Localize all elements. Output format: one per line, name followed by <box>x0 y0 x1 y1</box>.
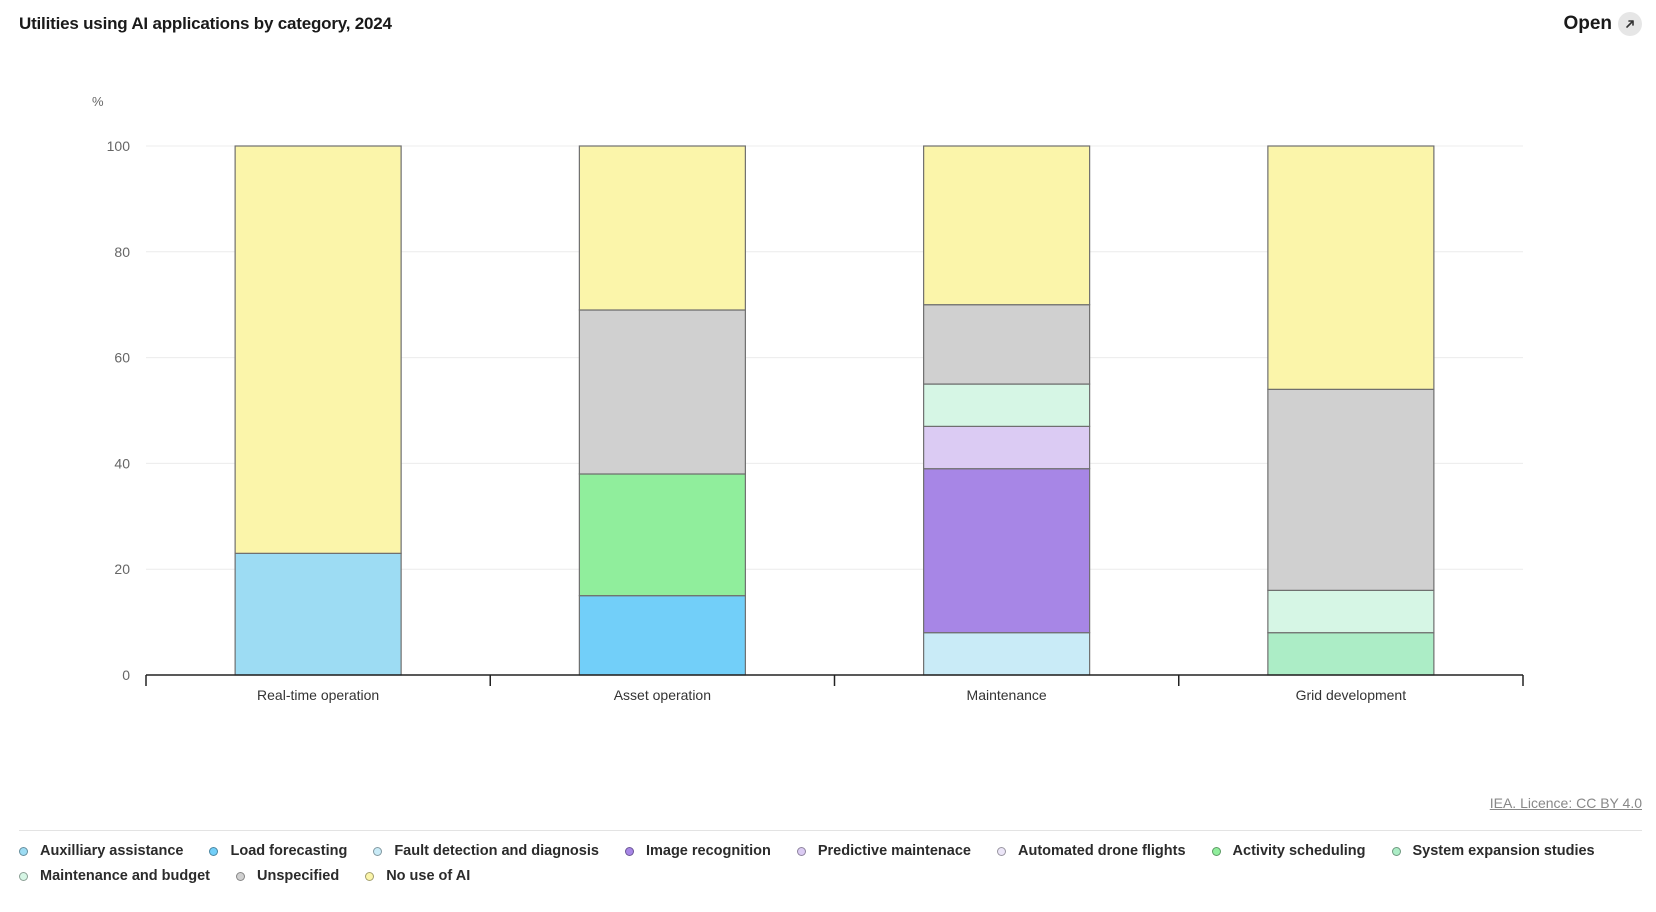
legend-item[interactable]: Maintenance and budget <box>19 868 210 884</box>
legend-swatch-icon <box>365 871 375 881</box>
legend-item[interactable]: Activity scheduling <box>1211 843 1366 859</box>
legend-swatch-icon <box>1391 846 1401 856</box>
legend-label: Predictive maintenace <box>817 843 971 859</box>
bar-segment <box>923 425 1091 470</box>
x-tick-label: Grid development <box>1296 687 1407 703</box>
open-button[interactable]: Open <box>1563 12 1642 36</box>
bar-segment <box>923 632 1091 676</box>
bar-segment <box>578 145 746 311</box>
legend-label: Image recognition <box>645 843 771 859</box>
y-tick-label: 0 <box>122 667 130 683</box>
bar-segment <box>234 552 402 676</box>
legend-item[interactable]: Load forecasting <box>209 843 347 859</box>
legend-swatch-icon <box>996 846 1006 856</box>
bar-segment <box>923 468 1091 634</box>
bar-segment <box>578 473 746 597</box>
y-tick-label: 100 <box>107 138 131 154</box>
legend-item[interactable]: Unspecified <box>236 868 339 884</box>
legend-swatch-icon <box>19 846 28 856</box>
y-tick-label: 80 <box>114 244 130 260</box>
legend-swatch-icon <box>624 846 634 856</box>
legend-label: System expansion studies <box>1412 843 1595 859</box>
bar-segment <box>1267 589 1435 634</box>
legend-label: Automated drone flights <box>1017 843 1186 859</box>
y-tick-label: 60 <box>114 350 130 366</box>
legend-item[interactable]: Auxilliary assistance <box>19 843 183 859</box>
legend-swatch-icon <box>236 871 245 881</box>
legend-item[interactable]: Predictive maintenace <box>796 843 971 859</box>
stacked-bar-chart: % 0 20 40 60 80 100 Real-time operation Asset op… <box>92 94 1524 703</box>
licence-link[interactable]: IEA. Licence: CC BY 4.0 <box>1489 795 1642 811</box>
y-axis-label: % <box>92 94 104 109</box>
bar-segment <box>923 383 1091 427</box>
bar-segment <box>1267 145 1435 390</box>
legend-item[interactable]: System expansion studies <box>1391 843 1595 859</box>
legend-swatch-icon <box>796 846 806 856</box>
legend-label: Unspecified <box>257 868 340 884</box>
legend-item[interactable]: No use of AI <box>365 868 470 884</box>
y-tick-label: 20 <box>114 561 130 577</box>
legend-swatch-icon <box>19 871 28 881</box>
legend-item[interactable]: Fault detection and diagnosis <box>373 843 599 859</box>
legend-label: Activity scheduling <box>1232 843 1366 859</box>
chart-legend: Auxilliary assistance Load forecasting Fau… <box>19 843 1639 884</box>
legend-label: Auxilliary assistance <box>40 843 184 859</box>
bar-segment <box>923 304 1091 385</box>
x-tick-label: Real-time operation <box>257 687 379 703</box>
legend-divider <box>19 830 1642 831</box>
bar-segment <box>1267 388 1435 591</box>
bar-segment <box>1267 632 1435 676</box>
external-link-icon <box>1618 12 1642 36</box>
legend-item[interactable]: Automated drone flights <box>996 843 1186 859</box>
chart-title: Utilities using AI applications by categ… <box>19 14 392 33</box>
legend-swatch-icon <box>373 846 383 856</box>
legend-label: No use of AI <box>386 868 471 884</box>
bar-segment <box>578 309 746 475</box>
bar-segment <box>923 145 1091 306</box>
bar-segment <box>234 145 402 554</box>
legend-swatch-icon <box>209 846 219 856</box>
legend-item[interactable]: Image recognition <box>624 843 771 859</box>
legend-label: Fault detection and diagnosis <box>394 843 599 859</box>
y-tick-label: 40 <box>114 455 130 471</box>
bar-segment <box>578 595 746 676</box>
legend-label: Maintenance and budget <box>40 868 210 884</box>
x-tick-label: Asset operation <box>614 687 711 703</box>
open-button-label: Open <box>1563 13 1612 34</box>
legend-label: Load forecasting <box>230 843 348 859</box>
x-tick-label: Maintenance <box>967 687 1047 703</box>
legend-swatch-icon <box>1211 846 1221 856</box>
